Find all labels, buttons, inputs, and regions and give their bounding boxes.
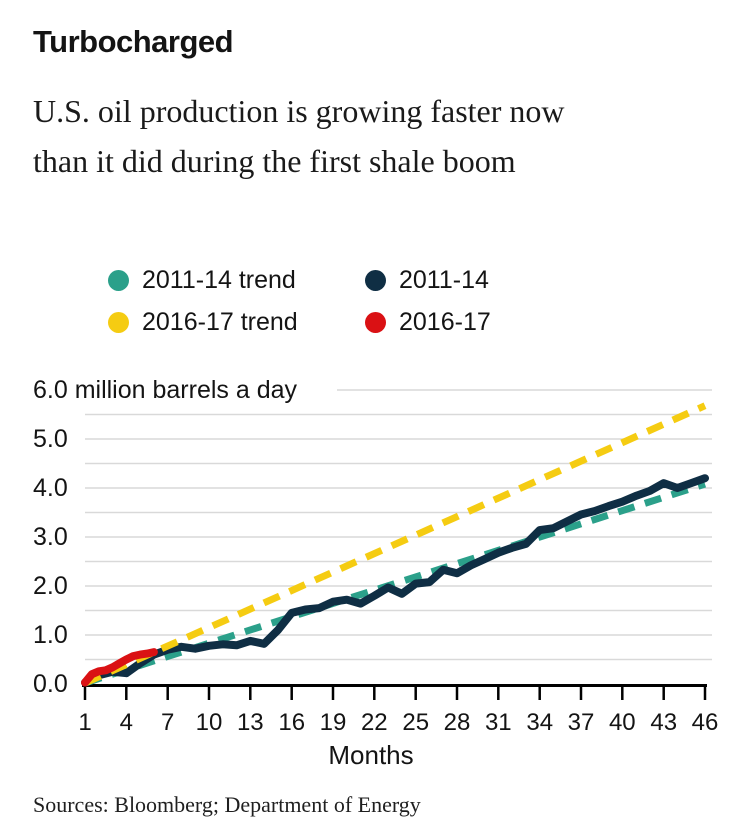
legend-label: 2011-14 <box>399 266 489 294</box>
svg-text:7: 7 <box>161 709 174 736</box>
svg-text:10: 10 <box>196 709 223 736</box>
svg-text:22: 22 <box>361 709 388 736</box>
legend-item-2016-17-trend: 2016-17 trend <box>108 308 365 337</box>
svg-text:6.0 million barrels a day: 6.0 million barrels a day <box>33 376 298 404</box>
svg-text:2.0: 2.0 <box>33 572 68 600</box>
svg-text:4: 4 <box>120 709 133 736</box>
sources-note: Sources: Bloomberg; Department of Energy <box>33 792 421 817</box>
chart-legend: 2011-14 trend 2011-14 2016-17 trend 2016… <box>108 266 491 337</box>
svg-text:4.0: 4.0 <box>33 474 68 502</box>
svg-text:31: 31 <box>485 709 512 736</box>
legend-swatch-yellow-icon <box>108 312 129 333</box>
svg-text:16: 16 <box>278 709 305 736</box>
chart-subtitle: U.S. oil production is growing faster no… <box>33 86 733 186</box>
legend-label: 2016-17 <box>399 308 491 336</box>
svg-text:1: 1 <box>78 709 91 736</box>
svg-text:Months: Months <box>328 740 413 770</box>
oil-production-line-chart: 0.0 1.0 2.0 3.0 4.0 5.0 6.0 million barrels a … <box>33 376 719 770</box>
svg-text:25: 25 <box>402 709 429 736</box>
legend-item-2011-14-trend: 2011-14 trend <box>108 266 365 295</box>
chart-title: Turbocharged <box>33 24 234 59</box>
legend-swatch-teal-icon <box>108 270 129 291</box>
svg-text:1.0: 1.0 <box>33 621 68 649</box>
svg-text:13: 13 <box>237 709 264 736</box>
svg-text:19: 19 <box>320 709 347 736</box>
svg-text:37: 37 <box>568 709 595 736</box>
legend-label: 2011-14 trend <box>142 266 296 294</box>
legend-item-2011-14: 2011-14 <box>365 266 491 295</box>
svg-text:40: 40 <box>609 709 636 736</box>
svg-text:3.0: 3.0 <box>33 523 68 551</box>
svg-text:43: 43 <box>650 709 677 736</box>
svg-text:46: 46 <box>692 709 719 736</box>
subtitle-line-2: than it did during the first shale boom <box>33 143 516 179</box>
svg-text:0.0: 0.0 <box>33 670 68 698</box>
legend-label: 2016-17 trend <box>142 308 298 336</box>
legend-item-2016-17: 2016-17 <box>365 308 491 337</box>
svg-text:28: 28 <box>444 709 471 736</box>
legend-swatch-red-icon <box>365 312 386 333</box>
svg-text:5.0: 5.0 <box>33 425 68 453</box>
subtitle-line-1: U.S. oil production is growing faster no… <box>33 93 565 129</box>
svg-text:34: 34 <box>526 709 553 736</box>
legend-swatch-navy-icon <box>365 270 386 291</box>
